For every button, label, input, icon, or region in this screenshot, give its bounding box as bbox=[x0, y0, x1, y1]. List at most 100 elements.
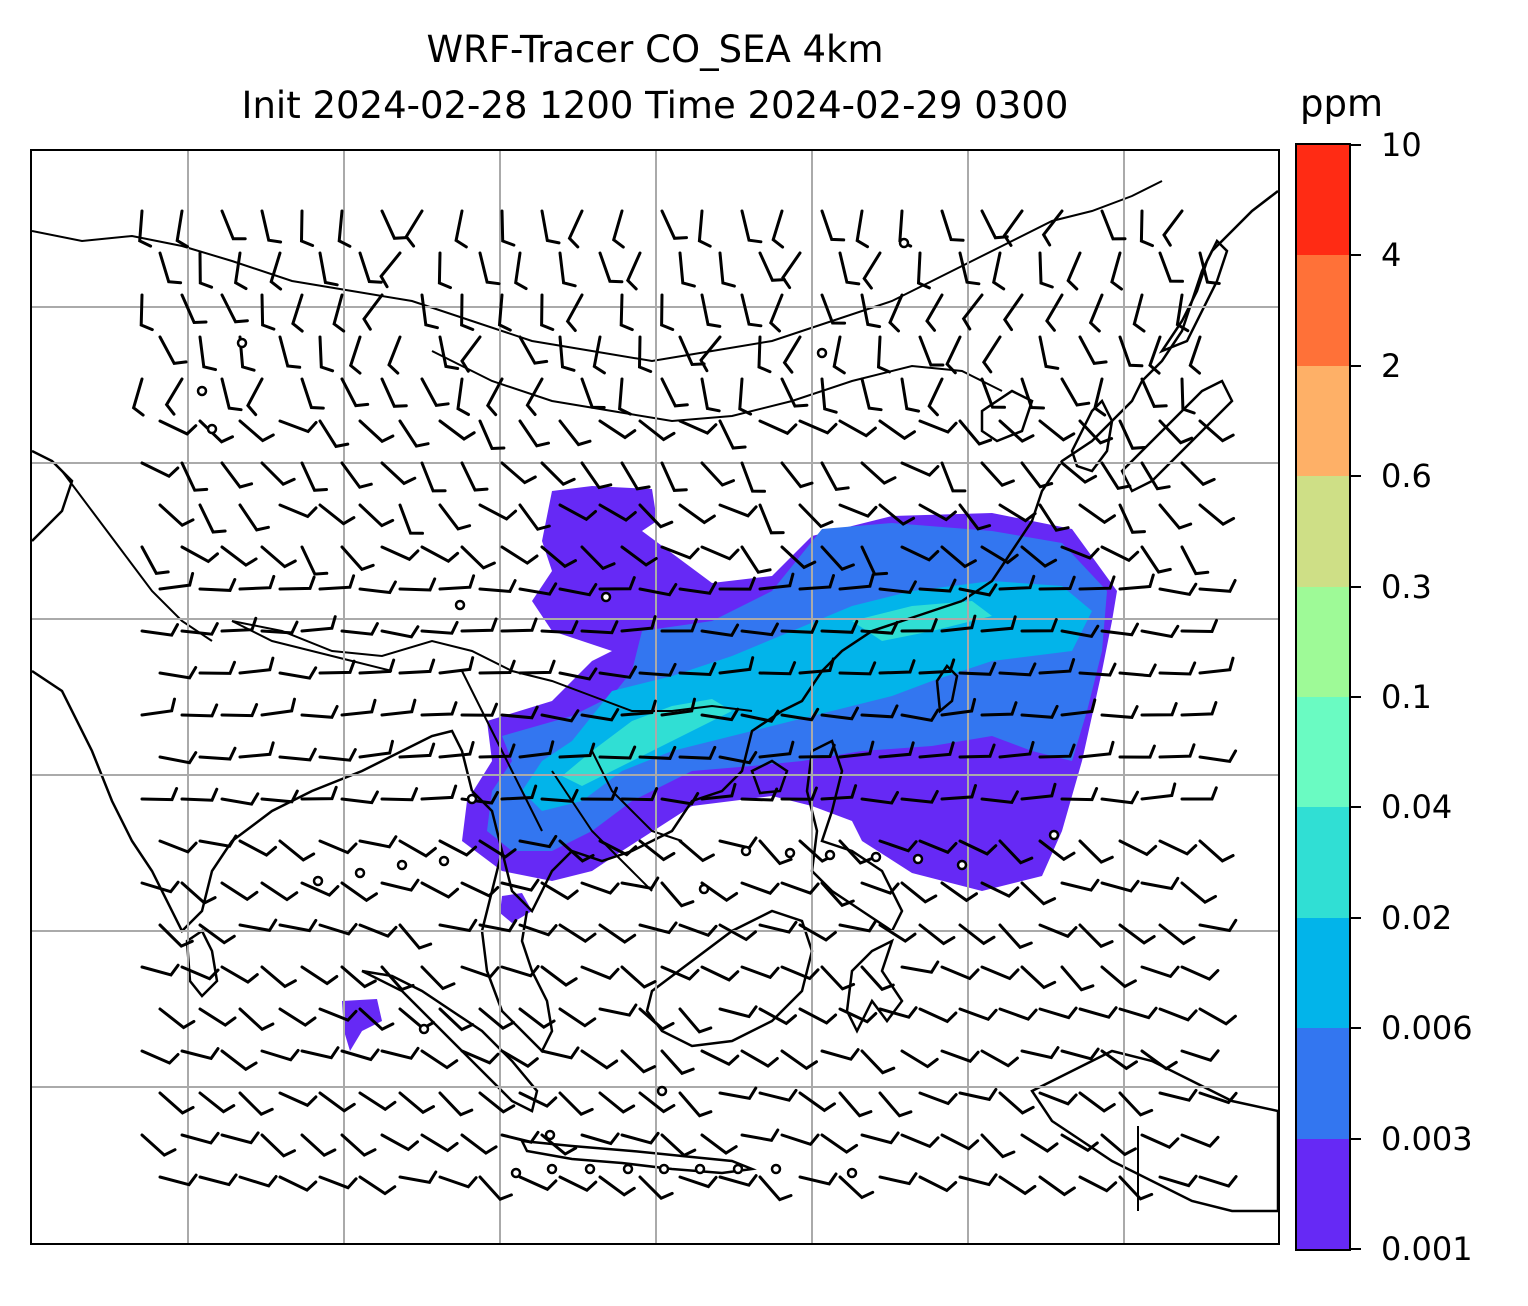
wind-barb-icon bbox=[678, 335, 706, 367]
wind-barb-icon bbox=[878, 741, 915, 759]
wind-barb-icon bbox=[998, 662, 1037, 677]
wind-barb-icon bbox=[358, 739, 394, 759]
wind-barb-icon bbox=[514, 251, 528, 291]
colorbar-tick-label: 10 bbox=[1381, 126, 1422, 164]
colorbar-segment bbox=[1297, 807, 1349, 918]
wind-barb-icon bbox=[131, 377, 145, 417]
wind-barb-icon bbox=[660, 881, 695, 908]
wind-barb-icon bbox=[358, 419, 395, 444]
wind-barb-icon bbox=[700, 461, 735, 487]
wind-barb-icon bbox=[718, 1174, 758, 1187]
wind-barb-icon bbox=[758, 1175, 793, 1202]
wind-barb-icon bbox=[437, 251, 452, 290]
wind-barb-icon bbox=[278, 747, 317, 762]
wind-barb-icon bbox=[678, 1007, 713, 1034]
wind-barb-icon bbox=[398, 923, 433, 950]
wind-barb-icon bbox=[460, 335, 482, 373]
calm-wind-circle-icon bbox=[784, 847, 796, 859]
wind-barb-icon bbox=[180, 1131, 220, 1145]
wind-barb-icon bbox=[598, 419, 637, 440]
wind-barb-icon bbox=[981, 335, 1002, 374]
wind-barb-icon bbox=[260, 789, 299, 804]
wind-barb-icon bbox=[780, 707, 820, 722]
wind-barb-icon bbox=[1020, 881, 1057, 906]
wind-barb-icon bbox=[380, 787, 419, 802]
wind-barb-icon bbox=[580, 786, 618, 801]
wind-barb-icon bbox=[460, 965, 500, 979]
wind-barb-icon bbox=[1093, 377, 1107, 417]
wind-barb-icon bbox=[260, 881, 299, 902]
wind-barb-icon bbox=[438, 656, 475, 675]
border-china-north bbox=[32, 180, 1163, 363]
wind-barb-icon bbox=[700, 545, 740, 561]
wind-barb-icon bbox=[718, 576, 756, 591]
wind-barb-icon bbox=[740, 1128, 780, 1142]
wind-barb-icon bbox=[260, 209, 283, 244]
wind-barb-icon bbox=[260, 461, 296, 486]
wind-barb-icon bbox=[1100, 461, 1132, 490]
wind-barb-icon bbox=[1078, 1006, 1118, 1019]
wind-barb-icon bbox=[618, 377, 632, 416]
wind-barb-icon bbox=[1118, 1006, 1158, 1020]
wind-barb-icon bbox=[180, 461, 209, 492]
wind-barb-icon bbox=[945, 335, 962, 375]
wind-barb-icon bbox=[300, 461, 328, 492]
wind-barb-icon bbox=[558, 839, 595, 863]
wind-barb-icon bbox=[180, 881, 217, 905]
wind-barb-icon bbox=[1140, 965, 1180, 979]
wind-barb-icon bbox=[398, 742, 436, 759]
wind-barb-icon bbox=[998, 1007, 1038, 1021]
wind-barb-icon bbox=[925, 293, 944, 332]
wind-barb-icon bbox=[598, 1175, 636, 1197]
wind-barb-icon bbox=[998, 1091, 1035, 1115]
wind-barb-icon bbox=[460, 293, 475, 331]
wind-barb-icon bbox=[620, 545, 658, 567]
wind-barb-icon bbox=[278, 335, 302, 369]
wind-barb-icon bbox=[140, 880, 180, 894]
wind-barb-icon bbox=[540, 461, 576, 486]
wind-barb-icon bbox=[398, 1091, 435, 1115]
wind-barb-icon bbox=[918, 741, 955, 759]
wind-barb-icon bbox=[740, 965, 780, 980]
wind-barb-icon bbox=[438, 741, 475, 759]
wind-barb-icon bbox=[958, 503, 992, 531]
wind-barb-icon bbox=[1110, 251, 1123, 291]
wind-barb-icon bbox=[198, 1007, 237, 1027]
wind-barb-icon bbox=[164, 377, 184, 416]
wind-barb-icon bbox=[718, 1005, 758, 1019]
wind-barb-icon bbox=[1140, 702, 1178, 717]
colorbar-segment bbox=[1297, 1028, 1349, 1139]
wind-barb-icon bbox=[478, 1007, 515, 1031]
wind-barb-icon bbox=[220, 545, 258, 567]
calm-wind-circle-icon bbox=[546, 1163, 558, 1175]
wind-barb-icon bbox=[757, 335, 772, 374]
wind-barb-icon bbox=[1060, 624, 1100, 639]
colorbar-tick-label: 0.02 bbox=[1381, 898, 1453, 937]
calm-wind-circle-icon bbox=[740, 845, 752, 857]
wind-barb-icon bbox=[318, 748, 357, 762]
wind-barb-icon bbox=[798, 574, 835, 591]
calm-wind-circle-icon bbox=[454, 599, 466, 611]
wind-barb-icon bbox=[1158, 1007, 1198, 1022]
wind-barb-icon bbox=[980, 461, 1015, 487]
wind-barb-icon bbox=[1180, 377, 1196, 415]
calm-wind-circle-icon bbox=[870, 851, 882, 863]
wind-barb-icon bbox=[860, 881, 900, 895]
wind-barb-icon bbox=[1180, 701, 1218, 717]
wind-barb-icon bbox=[140, 461, 180, 479]
wind-barb-icon bbox=[918, 419, 958, 434]
wind-barb-icon bbox=[780, 786, 818, 801]
wind-barb-icon bbox=[540, 788, 579, 803]
wind-barb-icon bbox=[1002, 293, 1024, 332]
wind-barb-icon bbox=[456, 377, 470, 416]
wind-barb-icon bbox=[718, 656, 755, 675]
wind-barb-icon bbox=[398, 577, 437, 592]
wind-barb-icon bbox=[380, 461, 417, 486]
wind-barb-icon bbox=[158, 1007, 196, 1030]
wind-barb-icon bbox=[638, 503, 674, 529]
wind-barb-icon bbox=[700, 623, 740, 638]
wind-barb-icon bbox=[678, 503, 716, 525]
wind-barb-icon bbox=[980, 1133, 1016, 1159]
wind-barb-icon bbox=[678, 1091, 713, 1118]
coastline-sulawesi bbox=[845, 938, 904, 1034]
